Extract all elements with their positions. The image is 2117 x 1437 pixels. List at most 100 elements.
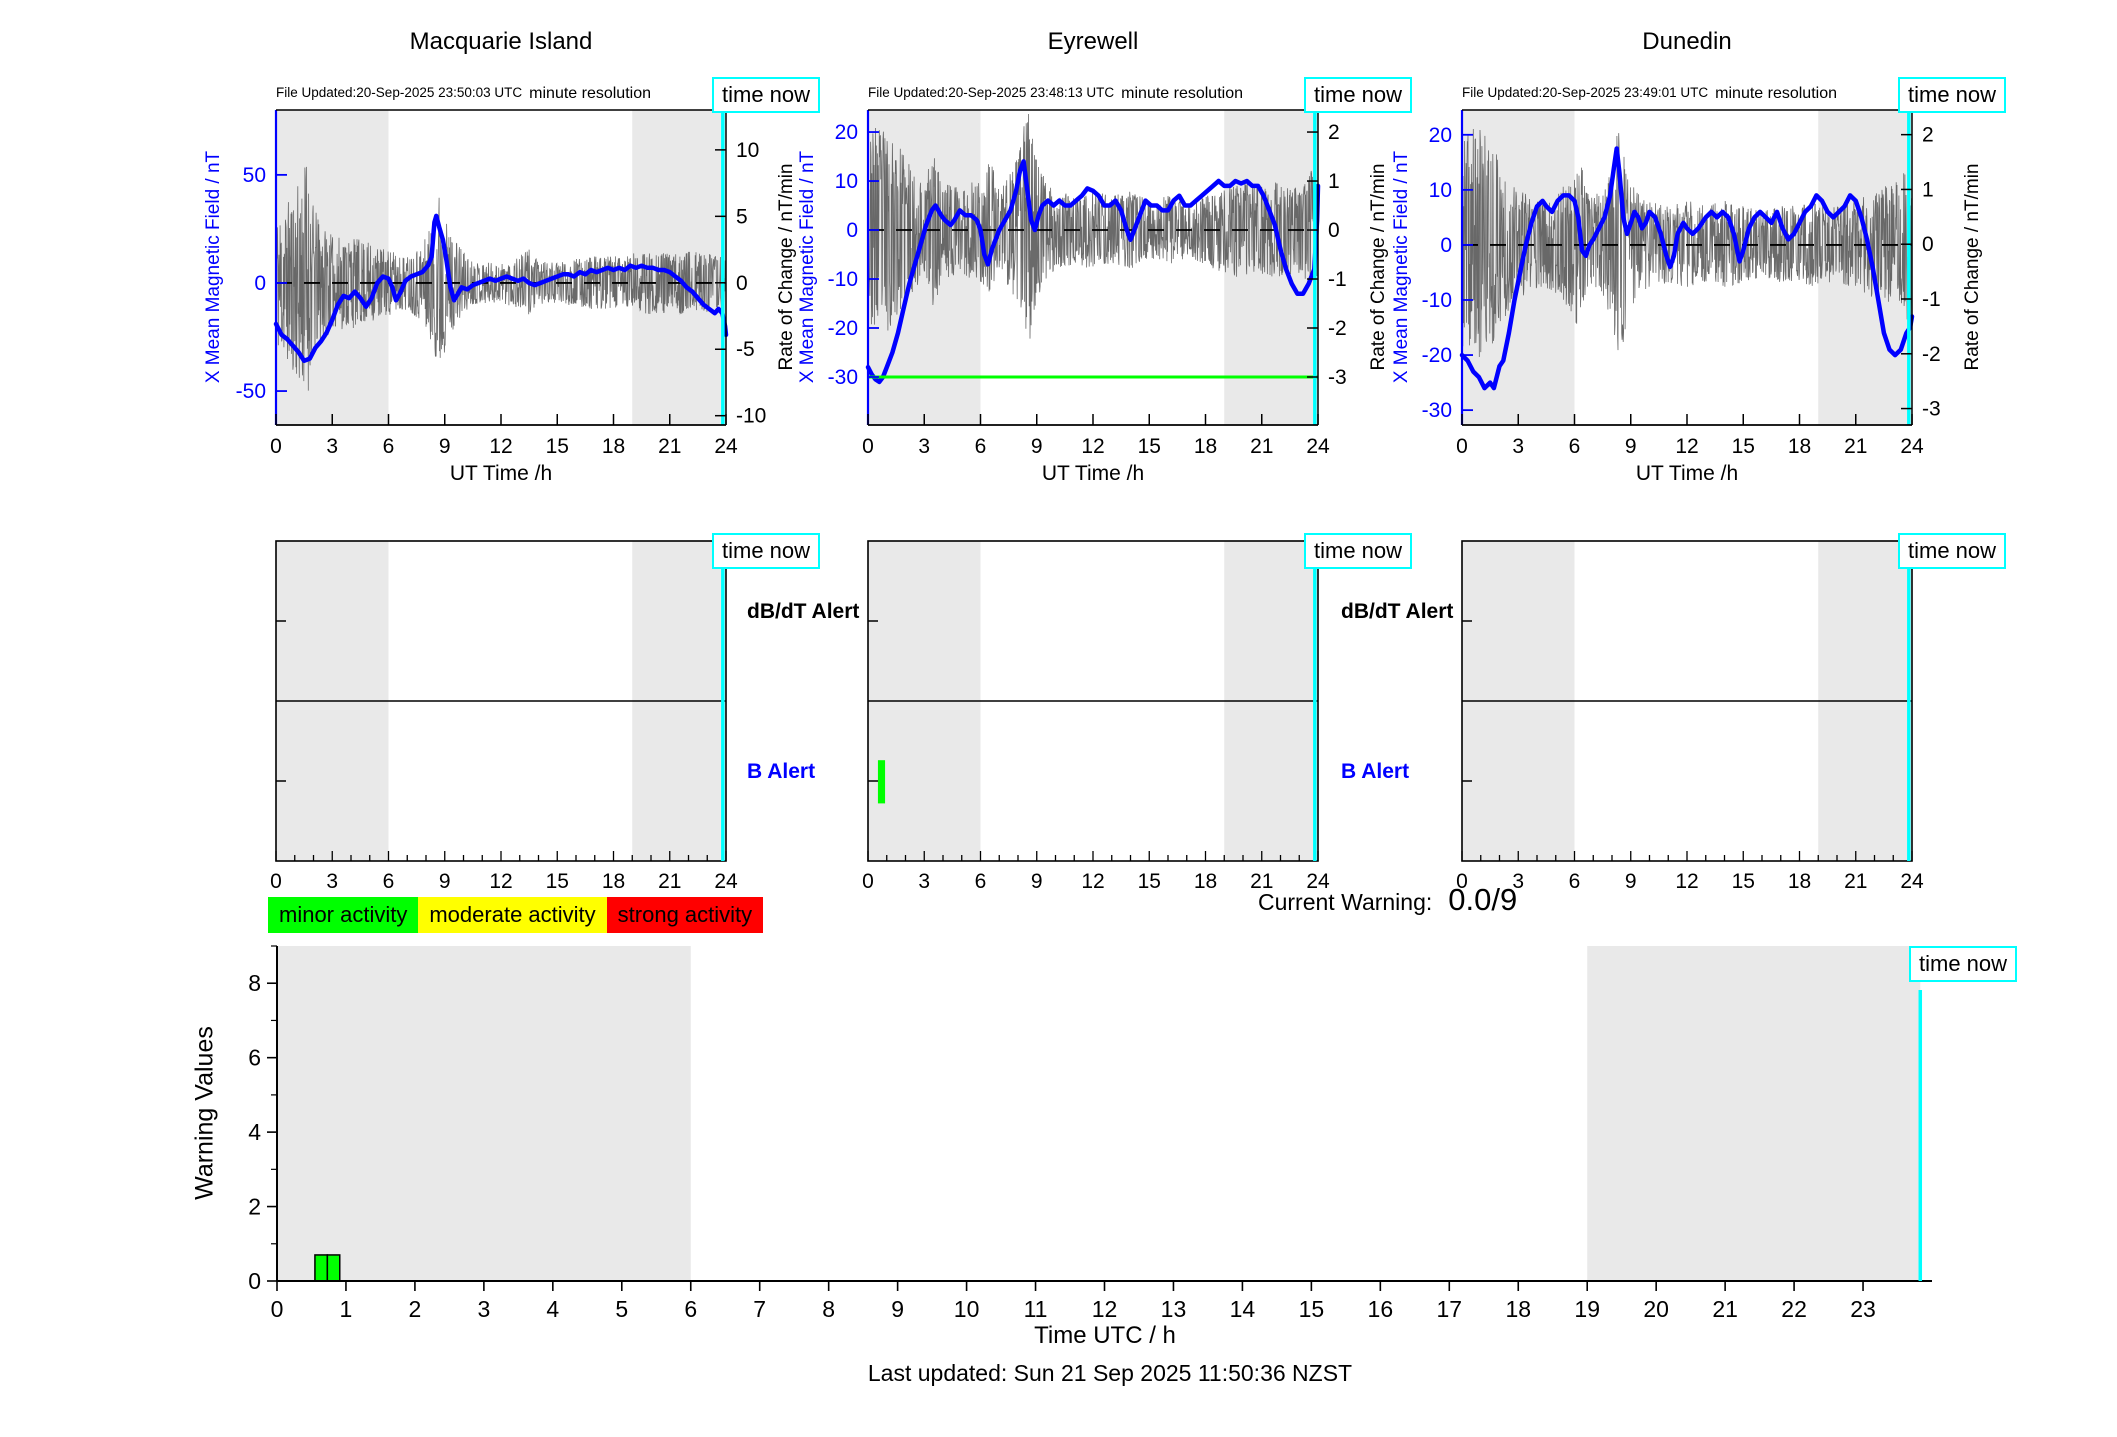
right-y-tick-label: 5 <box>736 205 748 228</box>
x-tick-label: 7 <box>753 1296 766 1322</box>
x-tick-label: 6 <box>684 1296 697 1322</box>
time-now-box-alert-eyrewell: time now <box>1304 533 1413 569</box>
alert-panel-macquarie-island: 0 3 6 9 12 15 18 21 24 <box>270 540 738 893</box>
last-updated-text: Last updated: Sun 21 Sep 2025 11:50:36 N… <box>867 1360 1353 1386</box>
time-now-box-eyrewell: time now <box>1304 77 1413 113</box>
left-y-tick-label: 0 <box>254 272 266 295</box>
x-tick-label: 18 <box>602 435 625 458</box>
x-tick-label: 18 <box>1194 435 1217 458</box>
resolution-label-dunedin: minute resolution <box>1715 85 1837 102</box>
right-y-tick-label: 2 <box>1328 121 1340 144</box>
left-y-tick-label: -10 <box>828 268 858 291</box>
left-y-tick-label: 50 <box>243 164 266 187</box>
x-tick-label: 20 <box>1643 1296 1669 1322</box>
y-tick-label: 4 <box>248 1119 261 1145</box>
x-tick-label: 3 <box>1512 435 1524 458</box>
x-tick-label: 6 <box>383 435 395 458</box>
night-shading <box>277 946 691 1281</box>
y-axis-label-field-macquarie: X Mean Magnetic Field / nT <box>203 150 224 384</box>
x-axis-label-macquarie: UT Time /h <box>449 462 553 485</box>
resolution-label-macquarie: minute resolution <box>529 85 651 102</box>
left-y-tick-label: 10 <box>1429 179 1452 202</box>
current-warning-label: Current Warning: <box>1258 889 1433 915</box>
x-mean-field-line <box>1459 146 1915 391</box>
y-axis-label-field-dunedin: X Mean Magnetic Field / nT <box>1391 150 1412 384</box>
x-tick-label: 2 <box>409 1296 422 1322</box>
x-tick-label: 9 <box>1625 870 1637 893</box>
x-tick-label: 15 <box>1732 870 1755 893</box>
x-tick-label: 24 <box>1900 435 1924 458</box>
alert-panel-eyrewell: 0 3 6 9 12 15 18 21 24 <box>862 540 1330 893</box>
chart-title-eyrewell: Eyrewell <box>1047 28 1139 55</box>
right-y-tick-label: 1 <box>1922 178 1934 201</box>
file-updated-macquarie: File Updated:20-Sep-2025 23:50:03 UTC <box>276 85 523 100</box>
left-y-tick-label: -10 <box>1422 289 1452 312</box>
x-tick-label: 18 <box>602 870 625 893</box>
right-y-tick-label: -3 <box>1328 366 1347 389</box>
legend-minor-activity: minor activity <box>268 897 419 933</box>
x-tick-label: 21 <box>1250 870 1273 893</box>
time-now-box-alert-dunedin: time now <box>1898 533 2007 569</box>
x-tick-label: 22 <box>1781 1296 1807 1322</box>
right-y-tick-label: 1 <box>1328 170 1340 193</box>
x-tick-label: 0 <box>1456 870 1468 893</box>
y-axis-label-rate-dunedin: Rate of Change / nT/min <box>1962 163 1983 371</box>
x-tick-label: 24 <box>1900 870 1924 893</box>
left-y-tick-label: 0 <box>846 219 858 242</box>
file-updated-eyrewell: File Updated:20-Sep-2025 23:48:13 UTC <box>868 85 1115 100</box>
x-tick-label: 6 <box>1569 435 1581 458</box>
right-y-tick-label: 0 <box>1922 233 1934 256</box>
y-tick-label: 2 <box>248 1194 261 1220</box>
warning-values-axis-label: Warning Values <box>190 1026 219 1200</box>
b-alert-event-bar <box>877 760 886 804</box>
x-tick-label: 8 <box>822 1296 835 1322</box>
x-tick-label: 24 <box>1306 870 1330 893</box>
b-alert-label-2: B Alert <box>1341 760 1410 783</box>
x-tick-label: 19 <box>1574 1296 1600 1322</box>
x-axis-label-eyrewell: UT Time /h <box>1041 462 1145 485</box>
x-tick-label: 6 <box>383 870 395 893</box>
x-tick-label: 21 <box>658 870 681 893</box>
time-now-box-alert-macquarie: time now <box>712 533 821 569</box>
x-tick-label: 15 <box>546 435 569 458</box>
x-tick-label: 0 <box>862 870 874 893</box>
x-tick-label: 9 <box>1031 870 1043 893</box>
x-tick-label: 18 <box>1194 870 1217 893</box>
x-tick-label: 21 <box>1250 435 1273 458</box>
x-tick-label: 18 <box>1788 870 1811 893</box>
x-axis-label-dunedin: UT Time /h <box>1635 462 1739 485</box>
rate-of-change-trace <box>867 113 1319 339</box>
x-tick-label: 3 <box>918 435 930 458</box>
left-y-tick-label: 20 <box>1429 124 1452 147</box>
y-axis-label-field-eyrewell: X Mean Magnetic Field / nT <box>797 150 818 384</box>
x-tick-label: 12 <box>489 435 512 458</box>
x-tick-label: 21 <box>1844 435 1867 458</box>
x-tick-label: 0 <box>271 1296 284 1322</box>
activity-legend: minor activity moderate activity strong … <box>268 897 764 933</box>
x-tick-label: 15 <box>1138 435 1161 458</box>
left-y-tick-label: -20 <box>828 317 858 340</box>
x-tick-label: 3 <box>1512 870 1524 893</box>
left-y-tick-label: -30 <box>828 366 858 389</box>
right-y-tick-label: -5 <box>736 338 755 361</box>
x-tick-label: 13 <box>1161 1296 1187 1322</box>
right-y-tick-label: 2 <box>1922 124 1934 147</box>
x-tick-label: 12 <box>1081 435 1104 458</box>
x-tick-label: 10 <box>954 1296 980 1322</box>
warning-bar <box>314 1254 329 1282</box>
x-tick-label: 9 <box>1625 435 1637 458</box>
x-tick-label: 15 <box>1138 870 1161 893</box>
y-tick-label: 0 <box>248 1268 261 1294</box>
file-updated-dunedin: File Updated:20-Sep-2025 23:49:01 UTC <box>1462 85 1709 100</box>
x-tick-label: 21 <box>658 435 681 458</box>
current-warning-value: 0.0/9 <box>1448 882 1518 917</box>
time-utc-axis-label: Time UTC / h <box>1034 1322 1176 1349</box>
x-tick-label: 9 <box>439 435 451 458</box>
resolution-label-eyrewell: minute resolution <box>1121 85 1243 102</box>
x-tick-label: 16 <box>1368 1296 1394 1322</box>
x-tick-label: 23 <box>1850 1296 1876 1322</box>
chart-title-dunedin: Dunedin <box>1642 28 1732 55</box>
